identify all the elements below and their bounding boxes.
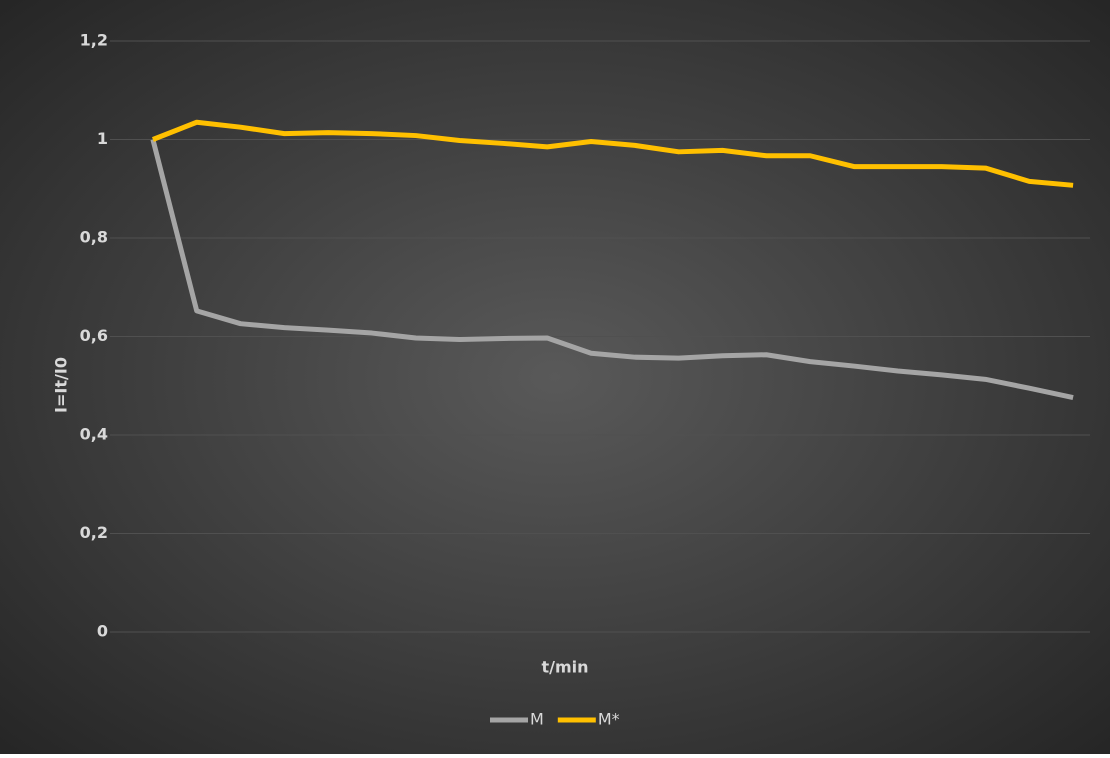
legend-label: M*	[598, 710, 620, 729]
y-tick-label: 0,2	[80, 523, 108, 542]
y-tick-label: 1	[97, 129, 108, 148]
y-axis-label: I=It/I0	[52, 357, 71, 413]
y-tick-label: 0	[97, 622, 108, 641]
legend-label: M	[530, 710, 544, 729]
y-tick-label: 1,2	[80, 31, 108, 50]
y-tick-label: 0,6	[80, 326, 108, 345]
x-axis-label: t/min	[541, 658, 588, 677]
y-tick-label: 0,4	[80, 425, 108, 444]
series-line	[151, 119, 1074, 188]
y-tick-label: 0,8	[80, 228, 108, 247]
series-line	[150, 138, 1074, 401]
